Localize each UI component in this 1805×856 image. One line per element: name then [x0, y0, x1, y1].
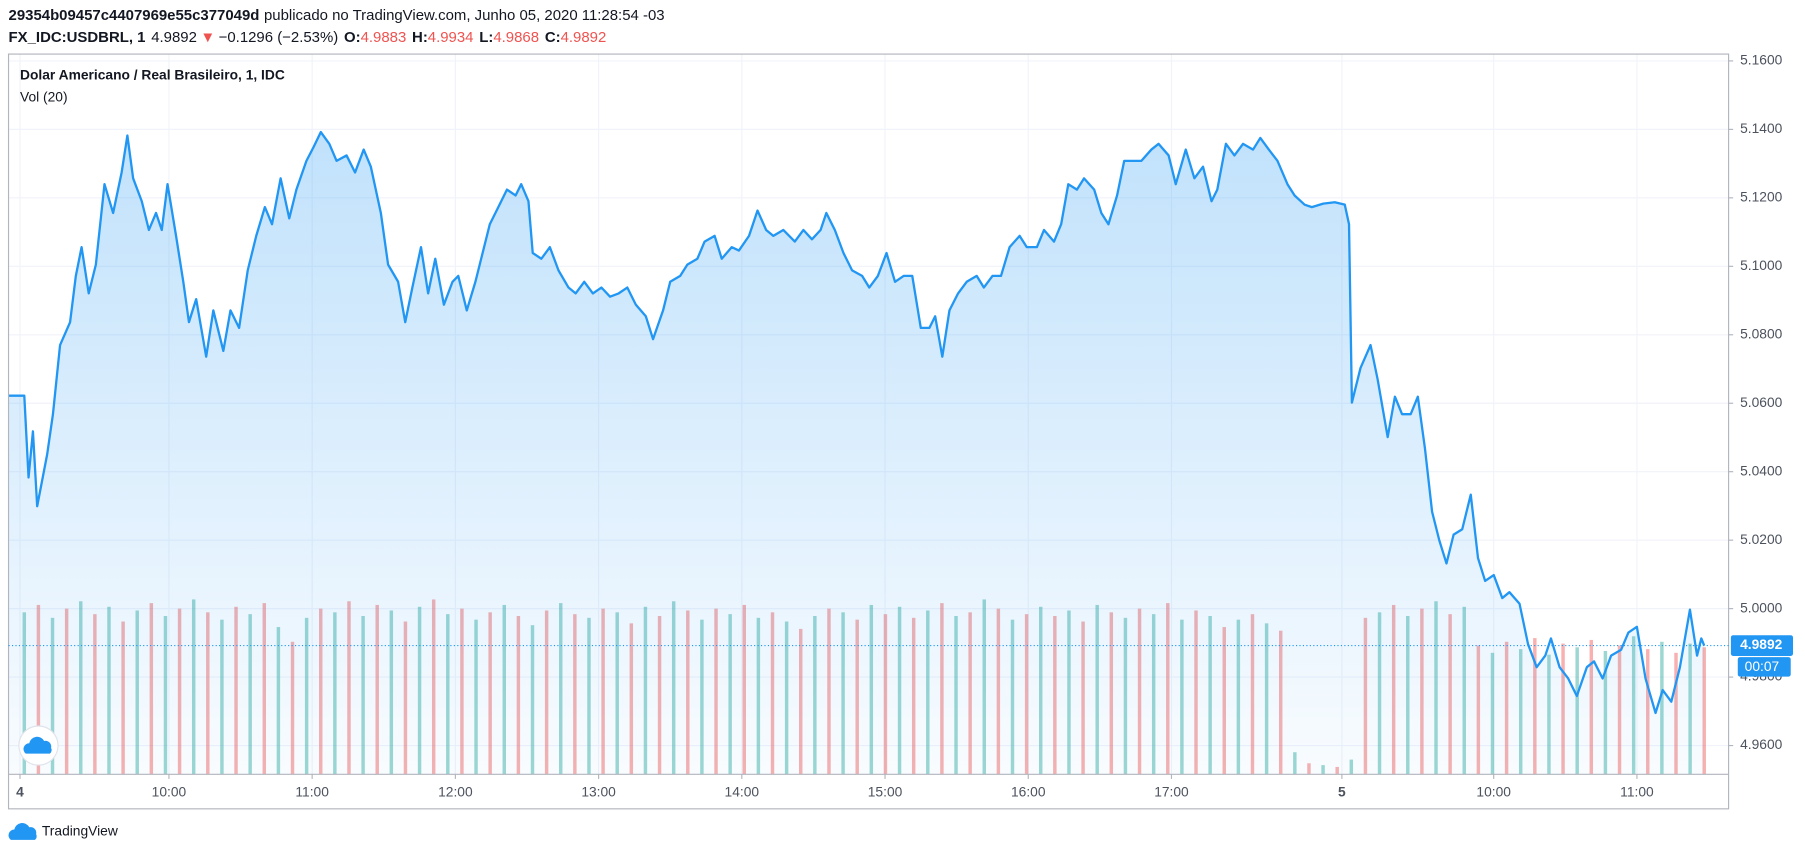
x-tick-label: 5: [1338, 784, 1346, 799]
y-tick-label: 5.1400: [1740, 121, 1783, 136]
last-price-box: [1730, 635, 1794, 656]
arrow: ▼: [200, 29, 215, 46]
author-id: 29354b09457c4407969e55c377049d: [9, 7, 260, 24]
y-tick-label: 4.9600: [1740, 737, 1783, 752]
x-tick-label: 11:00: [295, 784, 329, 799]
plot: [8, 54, 1729, 775]
y-tick-label: 5.0800: [1740, 326, 1783, 341]
logo-button[interactable]: [18, 725, 59, 766]
y-tick-label: 5.0200: [1740, 532, 1783, 547]
y-tick-label: 5.0400: [1740, 463, 1783, 478]
symbol-line: FX_IDC:USDBRL, 1 4.9892 ▼ −0.1296 (−2.53%) O…: [9, 29, 607, 46]
last-price-label: 4.9892: [1740, 637, 1783, 652]
o-label: O:: [344, 29, 361, 46]
brand: TradingView: [42, 823, 118, 838]
countdown: 00:07: [1745, 659, 1780, 674]
y-tick-label: 5.0600: [1740, 395, 1783, 410]
brand-icon: [8, 823, 37, 840]
area-fill: [8, 132, 1705, 775]
symbol: FX_IDC:USDBRL, 1: [9, 29, 146, 46]
x-tick-label: 10:00: [152, 784, 187, 799]
y-tick-label: 5.0000: [1740, 600, 1783, 615]
header-line: 29354b09457c4407969e55c377049d publicado …: [9, 7, 665, 24]
logo-cloud[interactable]: [23, 736, 52, 754]
last: 4.9892: [151, 29, 197, 46]
x-tick-label: 17:00: [1154, 784, 1189, 799]
y-tick-label: 5.1600: [1740, 53, 1783, 68]
chart-title: Dolar Americano / Real Brasileiro, 1, ID…: [20, 68, 285, 83]
y-tick-label: 5.1200: [1740, 189, 1783, 204]
x-tick-label: 15:00: [868, 784, 903, 799]
x-tick-label: 16:00: [1011, 784, 1046, 799]
x-tick-label: 10:00: [1476, 784, 1511, 799]
frame: [7, 53, 1730, 810]
c-label: C:: [545, 29, 561, 46]
x-tick-label: 12:00: [438, 784, 473, 799]
h-label: H:: [412, 29, 428, 46]
x-tick-label: 14:00: [725, 784, 760, 799]
y-tick-label: 5.1000: [1740, 258, 1783, 273]
x-tick-label: 4: [16, 784, 24, 799]
countdown-box: [1737, 657, 1791, 677]
low: 4.9868: [493, 29, 539, 46]
volume-label: Vol (20): [20, 89, 68, 104]
x-tick-label: 13:00: [581, 784, 616, 799]
x-tick-label: 11:00: [1620, 784, 1654, 799]
published: publicado no TradingView.com, Junho 05, …: [264, 7, 665, 24]
change: −0.1296 (−2.53%): [219, 29, 339, 46]
close: 4.9892: [561, 29, 607, 46]
open: 4.9883: [361, 29, 407, 46]
volume-bar: [1702, 647, 1706, 775]
high: 4.9934: [428, 29, 474, 46]
l-label: L:: [479, 29, 493, 46]
price-line: [8, 130, 1706, 715]
